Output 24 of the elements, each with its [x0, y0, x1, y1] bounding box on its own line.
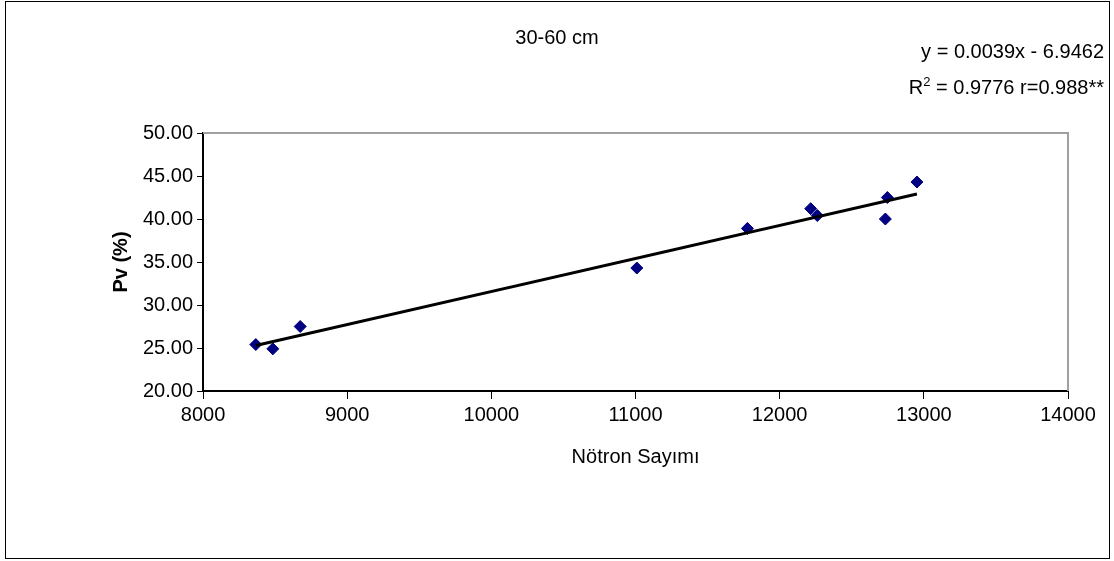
- y-tick-label: 50.00: [142, 120, 194, 143]
- y-tick-label: 45.00: [142, 163, 194, 186]
- y-tick-label: 30.00: [142, 292, 194, 315]
- x-tick-label: 11000: [608, 402, 663, 425]
- point: [804, 202, 818, 216]
- x-tick-label: 12000: [751, 402, 808, 425]
- y-tick-label: 25.00: [142, 335, 194, 358]
- x-tick-label: 8000: [180, 402, 226, 425]
- y-axis-title: Pv (%): [108, 231, 131, 293]
- x-tick-label: 10000: [463, 402, 520, 425]
- x-tick-label: 9000: [324, 402, 370, 425]
- point: [910, 175, 924, 189]
- point: [878, 212, 892, 226]
- y-tick-label: 35.00: [142, 249, 194, 272]
- x-axis-title: Nötron Sayımı: [571, 444, 700, 467]
- y-tick-label: 40.00: [142, 206, 194, 229]
- text: y = 0.0039x - 6.9462: [921, 40, 1105, 62]
- x-tick-label: 13000: [896, 402, 952, 425]
- x-tick-label: 14000: [1040, 402, 1096, 425]
- y-tick-label: 20.00: [142, 378, 194, 401]
- point: [293, 320, 307, 333]
- point: [630, 261, 644, 275]
- point: [266, 342, 280, 356]
- chart-title: 30-60 cm: [515, 26, 599, 48]
